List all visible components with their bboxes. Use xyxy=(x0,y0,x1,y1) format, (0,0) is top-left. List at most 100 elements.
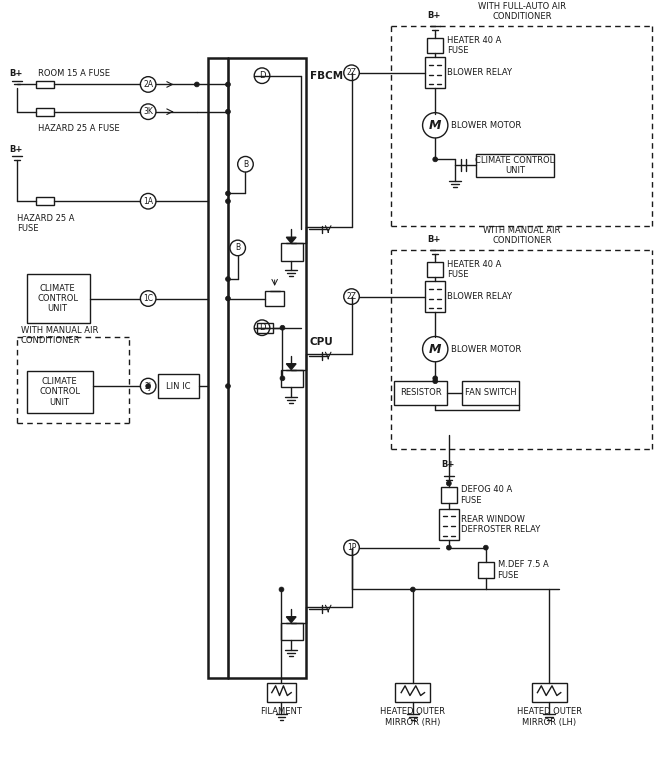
Circle shape xyxy=(226,109,230,114)
Circle shape xyxy=(433,376,438,380)
Text: FBCM: FBCM xyxy=(310,71,343,81)
Bar xyxy=(36,81,54,88)
Text: 2J: 2J xyxy=(145,382,151,390)
Bar xyxy=(425,281,445,312)
Text: BLOWER MOTOR: BLOWER MOTOR xyxy=(451,121,521,130)
Circle shape xyxy=(226,199,230,204)
Bar xyxy=(281,243,303,261)
Circle shape xyxy=(226,191,230,196)
Bar xyxy=(476,153,554,177)
Circle shape xyxy=(423,113,448,138)
Bar xyxy=(36,108,54,116)
Circle shape xyxy=(141,77,156,92)
Bar xyxy=(441,487,457,503)
Text: CLIMATE
CONTROL
UNIT: CLIMATE CONTROL UNIT xyxy=(39,377,80,407)
Bar xyxy=(281,370,303,387)
Bar xyxy=(395,381,447,405)
Text: D: D xyxy=(259,71,265,81)
Bar xyxy=(439,509,458,540)
Circle shape xyxy=(141,378,156,394)
Text: D: D xyxy=(259,323,265,332)
Text: WITH FULL-AUTO AIR
CONDITIONER: WITH FULL-AUTO AIR CONDITIONER xyxy=(478,2,566,21)
Text: LIN IC: LIN IC xyxy=(166,382,190,390)
Circle shape xyxy=(226,277,230,281)
Text: WITH MANUAL AIR
CONDITIONER: WITH MANUAL AIR CONDITIONER xyxy=(21,326,98,345)
Text: HEATER 40 A
FUSE: HEATER 40 A FUSE xyxy=(447,36,501,55)
Text: HEATED OUTER
MIRROR (LH): HEATED OUTER MIRROR (LH) xyxy=(517,707,582,726)
Text: CPU: CPU xyxy=(310,337,334,347)
Text: FILAMENT: FILAMENT xyxy=(261,707,302,716)
Circle shape xyxy=(446,545,452,550)
Text: 3K: 3K xyxy=(143,107,153,116)
Circle shape xyxy=(423,337,448,362)
Text: BLOWER MOTOR: BLOWER MOTOR xyxy=(451,344,521,354)
Text: BLOWER RELAY: BLOWER RELAY xyxy=(447,292,512,301)
Text: REAR WINDOW
DEFROSTER RELAY: REAR WINDOW DEFROSTER RELAY xyxy=(460,515,540,534)
Circle shape xyxy=(280,376,285,380)
Text: BLOWER RELAY: BLOWER RELAY xyxy=(447,68,512,77)
Circle shape xyxy=(226,296,230,301)
Bar xyxy=(531,683,567,703)
Circle shape xyxy=(483,545,488,550)
Bar xyxy=(257,323,273,333)
Bar xyxy=(478,562,494,578)
Text: B+: B+ xyxy=(9,144,22,153)
Bar xyxy=(267,683,296,703)
Bar xyxy=(265,291,284,306)
Text: CLIMATE
CONTROL
UNIT: CLIMATE CONTROL UNIT xyxy=(37,284,78,314)
Circle shape xyxy=(230,240,245,255)
Circle shape xyxy=(226,82,230,87)
Bar xyxy=(158,374,199,398)
Bar xyxy=(27,370,92,413)
Text: HEATED OUTER
MIRROR (RH): HEATED OUTER MIRROR (RH) xyxy=(381,707,446,726)
Text: DEFOG 40 A
FUSE: DEFOG 40 A FUSE xyxy=(460,486,512,505)
Text: WITH MANUAL AIR
CONDITIONER: WITH MANUAL AIR CONDITIONER xyxy=(483,225,561,245)
Circle shape xyxy=(254,320,270,335)
Polygon shape xyxy=(286,364,296,370)
Text: 1A: 1A xyxy=(143,196,153,206)
Text: B+: B+ xyxy=(427,235,441,244)
Bar xyxy=(427,262,443,277)
Circle shape xyxy=(146,384,151,389)
Circle shape xyxy=(141,291,156,306)
Text: HAZARD 25 A FUSE: HAZARD 25 A FUSE xyxy=(38,124,120,133)
Circle shape xyxy=(446,481,452,486)
Text: M.DEF 7.5 A
FUSE: M.DEF 7.5 A FUSE xyxy=(498,561,548,580)
Bar xyxy=(395,683,430,703)
Circle shape xyxy=(238,156,253,172)
Text: 2A: 2A xyxy=(143,80,153,89)
Text: B: B xyxy=(243,160,248,169)
Circle shape xyxy=(433,379,438,384)
Circle shape xyxy=(280,325,285,330)
Text: HEATER 40 A
FUSE: HEATER 40 A FUSE xyxy=(447,260,501,279)
Circle shape xyxy=(141,104,156,120)
Text: M: M xyxy=(429,119,442,132)
Circle shape xyxy=(254,68,270,84)
Circle shape xyxy=(194,82,199,87)
Circle shape xyxy=(433,157,438,162)
Text: ROOM 15 A FUSE: ROOM 15 A FUSE xyxy=(38,68,110,77)
Text: RESISTOR: RESISTOR xyxy=(400,388,442,397)
Circle shape xyxy=(411,587,415,592)
Bar xyxy=(427,38,443,54)
Circle shape xyxy=(344,289,359,304)
Text: B: B xyxy=(235,243,241,252)
Polygon shape xyxy=(286,237,296,243)
Bar xyxy=(281,623,303,640)
Bar xyxy=(462,381,519,405)
Text: 1C: 1C xyxy=(143,294,153,303)
Bar xyxy=(425,58,445,88)
Text: CLIMATE CONTROL
UNIT: CLIMATE CONTROL UNIT xyxy=(476,156,555,175)
Text: B+: B+ xyxy=(427,12,441,20)
Text: B+: B+ xyxy=(441,460,454,469)
Text: HAZARD 25 A
FUSE: HAZARD 25 A FUSE xyxy=(17,214,74,233)
Circle shape xyxy=(344,540,359,555)
Bar xyxy=(36,197,54,205)
Bar xyxy=(27,274,90,323)
Text: 2Z: 2Z xyxy=(346,68,356,77)
Circle shape xyxy=(141,193,156,209)
Text: 2Z: 2Z xyxy=(346,292,356,301)
Text: B+: B+ xyxy=(9,68,22,77)
Circle shape xyxy=(344,65,359,81)
Polygon shape xyxy=(286,617,296,623)
